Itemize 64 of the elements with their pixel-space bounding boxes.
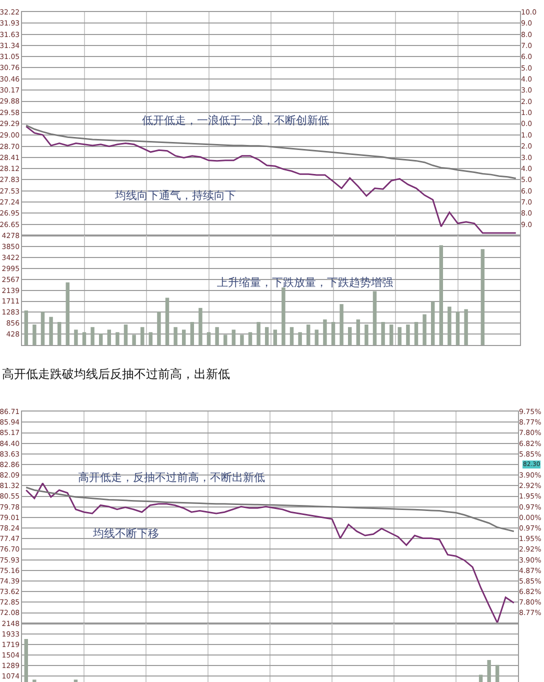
bar [422,314,426,345]
bar [98,333,103,345]
chart-title: 高开低走跌破均线后反抽不过前高，出新低 [2,367,230,381]
bar [198,308,202,345]
bar [206,332,211,345]
bar [74,330,78,345]
bar [448,306,452,345]
bar [430,302,435,345]
bar [174,327,178,345]
bar [223,334,228,345]
bar [323,319,327,345]
bar [414,322,418,345]
bar [90,327,94,345]
bar [24,310,28,345]
annotation: 均线不断下移 [92,527,159,540]
annotation: 上升缩量，下跌放量，下跌趋势增强 [217,276,393,289]
bar [264,327,269,345]
bar [40,312,45,345]
bar [57,322,62,345]
bar [124,324,128,345]
bar [107,330,112,345]
annotation: 低开低走，一浪低于一浪，不断创新低 [142,114,329,127]
bar [389,324,394,345]
annotation: 高开低走，反抽不过前高，不断出新低 [78,471,265,484]
bar [140,327,144,345]
bar [256,322,260,345]
bar [464,309,468,345]
line-series [25,124,517,180]
line-series [25,482,515,624]
bar [282,287,286,345]
bar [381,322,385,345]
bar [232,330,236,345]
bar [165,298,170,345]
line-series [25,126,517,234]
bar [480,249,485,345]
bar [306,324,310,345]
bar [398,327,402,345]
bar [356,319,360,345]
annotation: 均线向下通气，持续向下 [114,189,236,202]
bar [49,316,53,345]
bar [298,332,302,345]
bar [66,282,70,345]
bar [215,327,219,345]
bar [439,245,444,345]
bar [290,327,294,345]
bar [240,334,244,345]
bar [456,312,460,345]
bar [116,332,120,345]
bar [157,312,161,345]
bar [314,330,319,345]
bar [372,291,377,345]
bar [82,332,86,345]
bar [190,322,194,345]
bar [32,324,36,345]
bar [331,322,336,345]
bar [148,332,153,345]
bar [273,330,278,345]
bar [340,304,344,345]
bar [248,332,252,345]
bar [348,327,352,345]
bar [132,334,136,345]
bar [364,324,368,345]
bar [406,324,410,345]
bar [182,330,186,345]
